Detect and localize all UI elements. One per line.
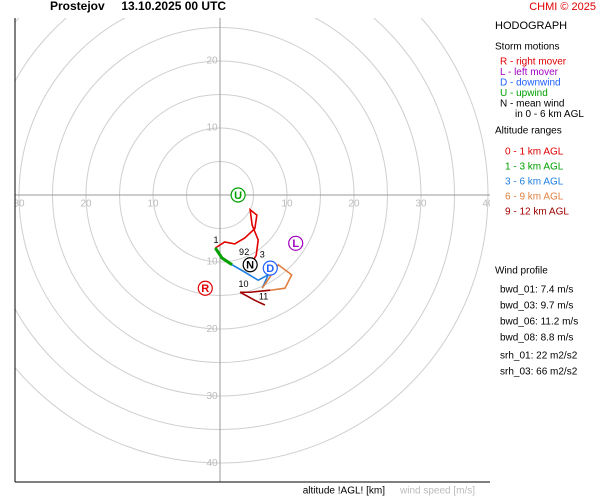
x-tick-label: 30 [415,199,427,210]
panel-heading: Storm motions [495,42,559,53]
height-label: 9 [239,247,244,257]
x-tick-label: 10 [281,199,293,210]
height-label: 10 [238,279,248,289]
credit: CHMI © 2025 [529,1,596,13]
height-label: 3 [260,250,265,260]
storm-motion-marker [242,257,258,273]
storm-motion-marker [262,260,278,276]
storm-legend-entry: D - downwind [500,78,561,89]
panel-heading: Altitude ranges [495,126,562,137]
hodograph-segment [231,264,270,289]
hodograph-segment [239,289,271,306]
storm-motion-label: N [246,260,254,272]
hodograph-segment [214,207,260,263]
legend-entry: 1 - 3 km AGL [505,162,564,173]
storm-motion-marker [230,187,246,203]
profile-entry: srh_01: 22 m2/s2 [500,351,578,362]
storm-legend-entry: in 0 - 6 km AGL [515,109,584,120]
storm-motion-label: R [201,283,209,295]
x-tick-label: 20 [348,199,360,210]
y-tick-label: 20 [206,324,218,335]
y-tick-label: 10 [206,123,218,134]
plot: 30 20 10 10 20 30 40 20 10 10 20 30 40 1 2 3 9 10 11 R L D U N [13,18,494,482]
profile-entry: srh_03: 66 m2/s2 [500,367,578,378]
x-tick-label: 20 [80,199,92,210]
height-label: 1 [213,235,218,245]
y-tick-label: 10 [206,257,218,268]
storm-legend-entry: U - upwind [500,88,548,99]
panel-heading: Wind profile [495,266,548,277]
hodograph-segment [214,247,233,266]
x-tick-label: 40 [482,199,494,210]
x-label-2: wind speed [m/s] [399,486,475,497]
y-tick-label: 40 [206,458,218,469]
panel-title: HODOGRAPH [495,20,567,32]
x-tick-label: 30 [13,199,25,210]
x-tick-label: 10 [147,199,159,210]
storm-motion-marker [288,235,304,251]
height-label: 2 [244,247,249,257]
storm-motion-label: L [292,238,299,250]
profile-entry: bwd_06: 11.2 m/s [500,317,578,328]
ring [15,18,489,464]
legend-entry: 3 - 6 km AGL [505,177,564,188]
storm-motion-label: D [266,263,274,275]
storm-motion-marker [197,280,213,296]
storm-legend-entry: R - right mover [500,57,567,68]
x-label: altitude !AGL! [km] [303,486,385,497]
profile-entry: bwd_08: 8.8 m/s [500,333,573,344]
title: Prostejov 13.10.2025 00 UTC [50,0,226,13]
storm-motion-label: U [234,190,242,202]
legend-entry: 6 - 9 km AGL [505,192,564,203]
profile-entry: bwd_01: 7.4 m/s [500,285,573,296]
legend-entry: 9 - 12 km AGL [505,207,569,218]
height-label: 11 [259,291,268,301]
profile-entry: bwd_03: 9.7 m/s [500,301,573,312]
storm-legend-entry: L - left mover [500,67,559,78]
y-tick-label: 20 [206,56,218,67]
legend-entry: 0 - 1 km AGL [505,147,564,158]
y-tick-label: 30 [206,391,218,402]
storm-legend-entry: N - mean wind [500,99,564,110]
